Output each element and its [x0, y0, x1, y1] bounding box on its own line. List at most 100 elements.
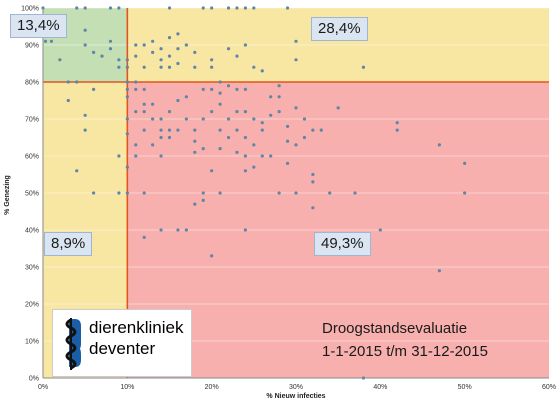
data-point — [260, 154, 264, 158]
data-point — [117, 154, 121, 158]
data-point — [125, 65, 129, 69]
data-point — [159, 65, 163, 69]
data-point — [167, 54, 172, 58]
data-point — [142, 235, 146, 239]
data-point — [125, 87, 129, 91]
data-point — [142, 43, 146, 47]
data-point — [159, 154, 163, 158]
data-point — [142, 128, 146, 132]
data-point — [134, 154, 138, 158]
data-point — [210, 6, 214, 10]
data-point — [294, 106, 298, 110]
y-tick-label: 30% — [25, 265, 39, 272]
data-point — [226, 135, 231, 140]
data-point — [142, 191, 146, 195]
data-point — [83, 6, 87, 10]
data-point — [184, 117, 188, 121]
data-point — [235, 54, 239, 58]
data-point — [260, 69, 264, 73]
data-point — [151, 143, 155, 147]
data-point — [43, 39, 48, 43]
data-point — [260, 128, 264, 132]
data-point — [463, 161, 467, 165]
data-point — [83, 43, 87, 47]
data-point — [142, 65, 146, 69]
x-axis-title: % Nieuw infecties — [266, 393, 325, 400]
data-point — [252, 165, 256, 169]
data-point — [134, 43, 138, 47]
data-point — [201, 147, 205, 151]
data-point — [243, 87, 247, 91]
data-point — [176, 47, 180, 51]
data-point — [176, 61, 180, 66]
quadrant-label-bottom-left: 8,9% — [44, 232, 93, 256]
data-point — [395, 121, 399, 125]
y-tick-label: 60% — [25, 154, 39, 161]
data-point — [184, 228, 188, 232]
data-point — [142, 110, 146, 114]
data-point — [269, 154, 273, 158]
data-point — [201, 6, 205, 10]
data-point — [184, 43, 188, 47]
data-point — [142, 87, 146, 91]
x-tick-label: 60% — [542, 384, 556, 391]
data-point — [159, 128, 163, 132]
data-point — [294, 191, 298, 195]
data-point — [252, 6, 256, 10]
data-point — [125, 132, 129, 136]
data-point — [66, 80, 70, 84]
y-tick-label: 0% — [29, 376, 39, 383]
data-point — [243, 169, 247, 173]
x-tick-label: 30% — [289, 384, 303, 391]
data-point — [285, 139, 290, 143]
data-point — [294, 39, 298, 43]
data-point — [125, 95, 129, 99]
x-tick-label: 10% — [120, 384, 134, 391]
data-point — [319, 128, 323, 132]
data-point — [134, 87, 138, 91]
data-point — [83, 28, 87, 32]
data-point — [167, 128, 172, 132]
data-point — [167, 6, 172, 10]
data-point — [151, 39, 155, 43]
data-point — [463, 191, 467, 195]
data-point — [193, 150, 197, 154]
data-point — [302, 135, 307, 140]
data-point — [108, 6, 113, 10]
data-point — [167, 110, 172, 114]
quadrant-label-bottom-right: 49,3% — [314, 232, 371, 256]
data-point — [243, 135, 247, 140]
data-point — [328, 191, 332, 195]
data-point — [395, 128, 399, 132]
brand-name-line-2: deventer — [89, 339, 156, 358]
y-tick-label: 10% — [25, 339, 39, 346]
data-point — [49, 39, 54, 43]
data-point — [176, 98, 180, 103]
data-point — [437, 143, 441, 147]
data-point — [269, 95, 273, 99]
data-point — [210, 58, 214, 62]
data-point — [353, 191, 357, 195]
staff-of-asclepius-icon — [65, 318, 81, 370]
y-tick-label: 70% — [25, 117, 39, 124]
data-point — [210, 110, 214, 114]
data-point — [210, 65, 214, 69]
data-point — [100, 54, 104, 58]
data-point — [243, 110, 247, 114]
x-tick-label: 50% — [458, 384, 472, 391]
evaluation-title: Droogstandsevaluatie — [322, 320, 468, 337]
data-point — [193, 65, 197, 69]
data-point — [117, 58, 121, 62]
data-point — [167, 36, 172, 40]
data-point — [235, 6, 239, 10]
data-point — [311, 128, 315, 132]
y-tick-label: 40% — [25, 228, 39, 235]
data-point — [243, 43, 247, 47]
data-point — [151, 50, 155, 55]
data-point — [75, 80, 79, 84]
data-point — [437, 269, 441, 273]
data-point — [193, 202, 197, 206]
data-point — [117, 65, 121, 69]
